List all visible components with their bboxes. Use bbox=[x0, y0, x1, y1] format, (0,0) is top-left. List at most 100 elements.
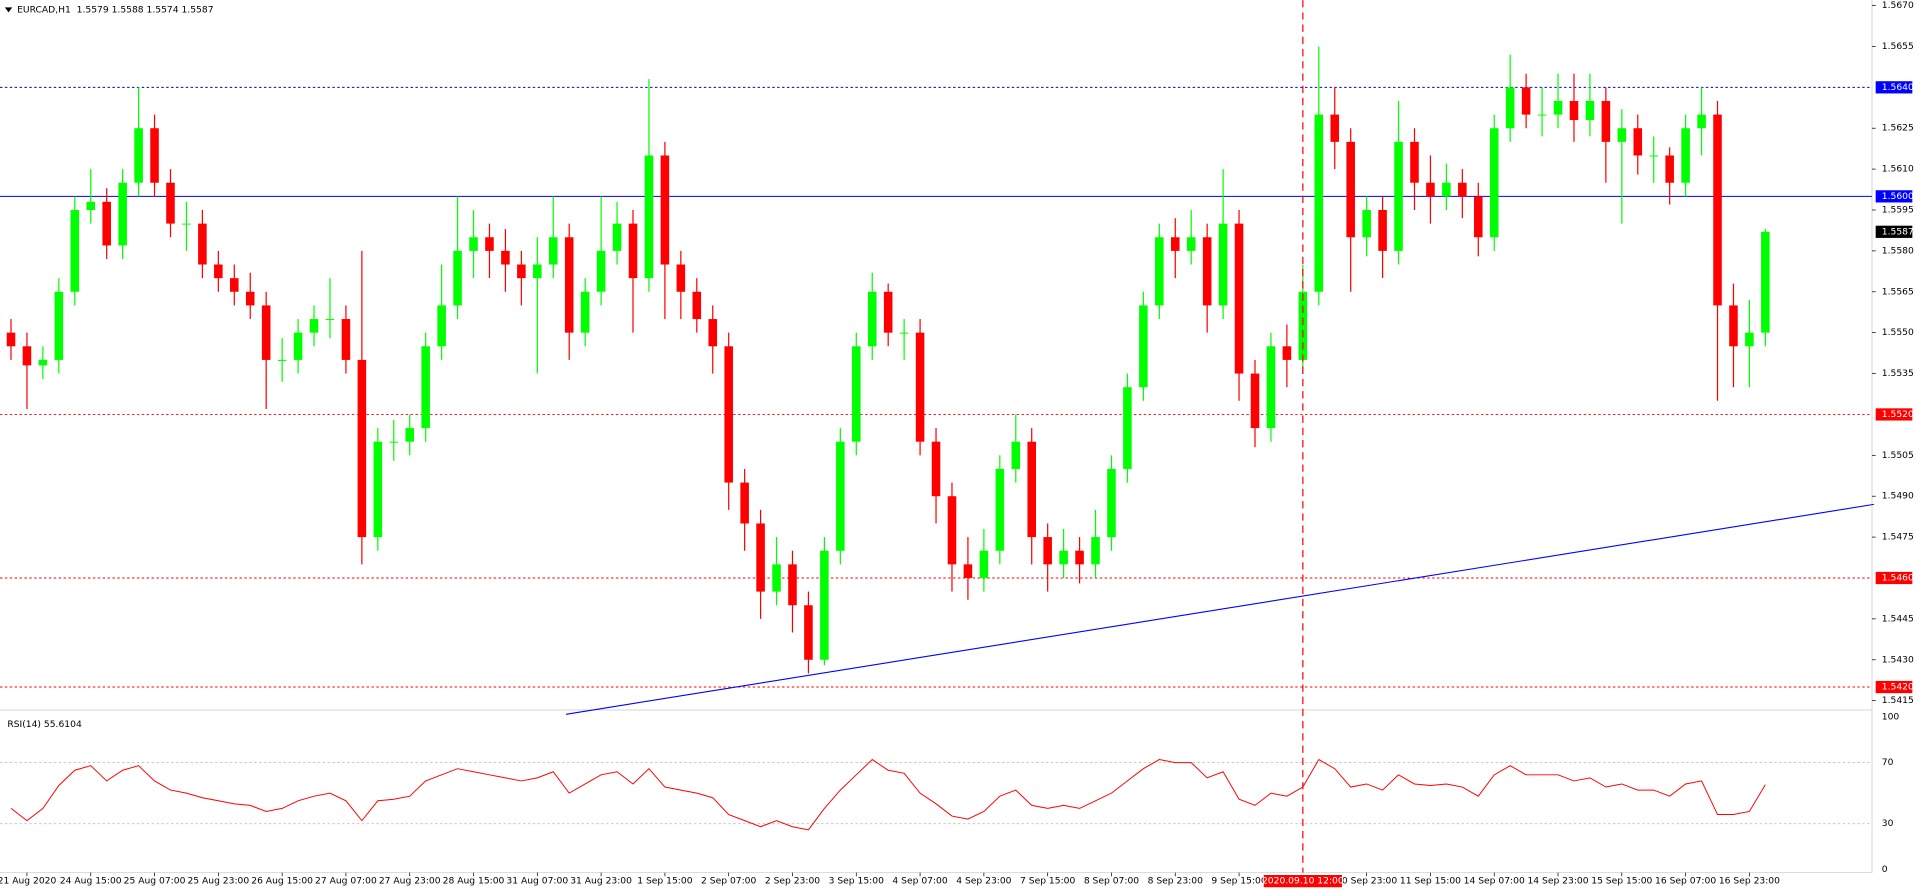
candle-body bbox=[1442, 182, 1451, 197]
candle-body bbox=[501, 250, 510, 265]
x-tick-label: 4 Sep 07:00 bbox=[892, 876, 947, 887]
candle-body bbox=[1266, 346, 1276, 429]
candle-body bbox=[804, 605, 813, 660]
crosshair-label: 2020.09.10 12:00 bbox=[1262, 876, 1344, 887]
x-tick-label: 7 Sep 15:00 bbox=[1020, 876, 1075, 887]
x-tick-label: 31 Aug 23:00 bbox=[570, 876, 632, 887]
candle-body bbox=[357, 359, 367, 538]
candle-body bbox=[1378, 209, 1387, 251]
candle-body bbox=[852, 346, 861, 442]
candle-body bbox=[1665, 155, 1674, 183]
x-tick-label: 15 Sep 15:00 bbox=[1591, 876, 1652, 887]
candle-body bbox=[277, 359, 287, 361]
level-label: 1.5420 bbox=[1882, 682, 1914, 693]
candle-body bbox=[1075, 550, 1084, 565]
candle-body bbox=[54, 291, 64, 360]
candle-body bbox=[644, 155, 654, 279]
candle-body bbox=[548, 237, 558, 265]
candle-body bbox=[820, 550, 829, 660]
candle-body bbox=[166, 182, 175, 224]
candle-body bbox=[995, 468, 1005, 551]
x-tick-label: 26 Aug 15:00 bbox=[251, 876, 313, 887]
x-tick-label: 3 Sep 15:00 bbox=[829, 876, 884, 887]
menu-arrow[interactable] bbox=[4, 7, 13, 13]
x-tick-label: 27 Aug 23:00 bbox=[379, 876, 441, 887]
candle-body bbox=[788, 564, 797, 606]
candle-body bbox=[485, 237, 494, 251]
candle-body bbox=[134, 128, 143, 183]
candle-body bbox=[628, 223, 638, 279]
y-tick-label: 1.5535 bbox=[1882, 368, 1914, 379]
y-tick-label: 1.5655 bbox=[1882, 41, 1914, 52]
candle-body bbox=[469, 237, 478, 251]
candle-body bbox=[1059, 550, 1068, 565]
candle-body bbox=[1123, 387, 1132, 469]
candle-body bbox=[1043, 537, 1052, 565]
y-tick-label: 1.5430 bbox=[1882, 654, 1914, 665]
candle-body bbox=[1521, 87, 1531, 115]
candle-body bbox=[230, 278, 239, 292]
level-tag bbox=[1875, 190, 1913, 203]
x-tick-label: 25 Aug 07:00 bbox=[124, 876, 186, 887]
candle-body bbox=[1362, 209, 1371, 238]
x-tick-label: 9 Sep 15:00 bbox=[1211, 876, 1266, 887]
current-price-label: 1.5587 bbox=[1882, 226, 1914, 237]
level-label: 1.5600 bbox=[1882, 191, 1914, 202]
rsi-tick-label: 70 bbox=[1882, 757, 1894, 768]
candle-body bbox=[947, 496, 957, 565]
candle-body bbox=[1681, 128, 1690, 183]
x-tick-label: 31 Aug 07:00 bbox=[506, 876, 568, 887]
candle-body bbox=[1458, 182, 1467, 197]
candle-body bbox=[1585, 100, 1595, 121]
level-tag bbox=[1875, 81, 1913, 94]
candle-body bbox=[1713, 114, 1722, 306]
candle-body bbox=[1330, 114, 1340, 142]
y-tick-label: 1.5475 bbox=[1882, 532, 1914, 543]
y-tick-label: 1.5670 bbox=[1882, 0, 1914, 11]
candle-body bbox=[341, 319, 351, 360]
x-tick-label: 14 Sep 23:00 bbox=[1527, 876, 1588, 887]
candle-body bbox=[692, 291, 702, 320]
candle-body bbox=[1218, 223, 1228, 306]
candle-body bbox=[389, 441, 399, 443]
y-tick-label: 1.5625 bbox=[1882, 123, 1914, 134]
level-label: 1.5640 bbox=[1882, 82, 1914, 93]
x-tick-label: 14 Sep 07:00 bbox=[1464, 876, 1525, 887]
candle-body bbox=[453, 250, 462, 306]
y-tick-label: 1.5415 bbox=[1882, 695, 1914, 706]
candle-body bbox=[883, 291, 893, 333]
candle-body bbox=[1250, 373, 1260, 429]
x-tick-label: 25 Aug 23:00 bbox=[187, 876, 249, 887]
candle-body bbox=[1091, 537, 1100, 565]
rsi-tick-label: 100 bbox=[1882, 711, 1900, 722]
x-tick-label: 8 Sep 23:00 bbox=[1148, 876, 1203, 887]
candle-body bbox=[1027, 441, 1036, 538]
candle-body bbox=[245, 291, 255, 306]
x-tick-label: 10 Sep 23:00 bbox=[1336, 876, 1397, 887]
x-tick-label: 2 Sep 07:00 bbox=[701, 876, 756, 887]
x-tick-label: 28 Aug 15:00 bbox=[443, 876, 505, 887]
y-tick-label: 1.5445 bbox=[1882, 613, 1914, 624]
candle-body bbox=[405, 428, 414, 442]
candle-body bbox=[1761, 231, 1770, 333]
crosshair-tag bbox=[1263, 875, 1342, 888]
candle-body bbox=[1697, 114, 1706, 129]
candle-body bbox=[979, 550, 989, 578]
candle-body bbox=[1346, 141, 1355, 238]
y-tick-label: 1.5490 bbox=[1882, 491, 1914, 502]
candle-body bbox=[102, 201, 111, 246]
candle-body bbox=[118, 182, 127, 246]
x-tick-label: 21 Aug 2020 bbox=[0, 876, 56, 887]
candle-body bbox=[309, 319, 319, 333]
y-tick-label: 1.5565 bbox=[1882, 286, 1914, 297]
y-tick-label: 1.5580 bbox=[1882, 245, 1914, 256]
candle-body bbox=[1745, 332, 1754, 347]
x-tick-label: 8 Sep 07:00 bbox=[1084, 876, 1139, 887]
candle-body bbox=[214, 264, 223, 279]
rsi-line bbox=[10, 758, 1766, 831]
candle-body bbox=[596, 250, 606, 292]
candle-body bbox=[1011, 441, 1021, 469]
candle-body bbox=[1474, 196, 1483, 238]
level-tag bbox=[1875, 408, 1913, 421]
candle-body bbox=[293, 332, 303, 360]
